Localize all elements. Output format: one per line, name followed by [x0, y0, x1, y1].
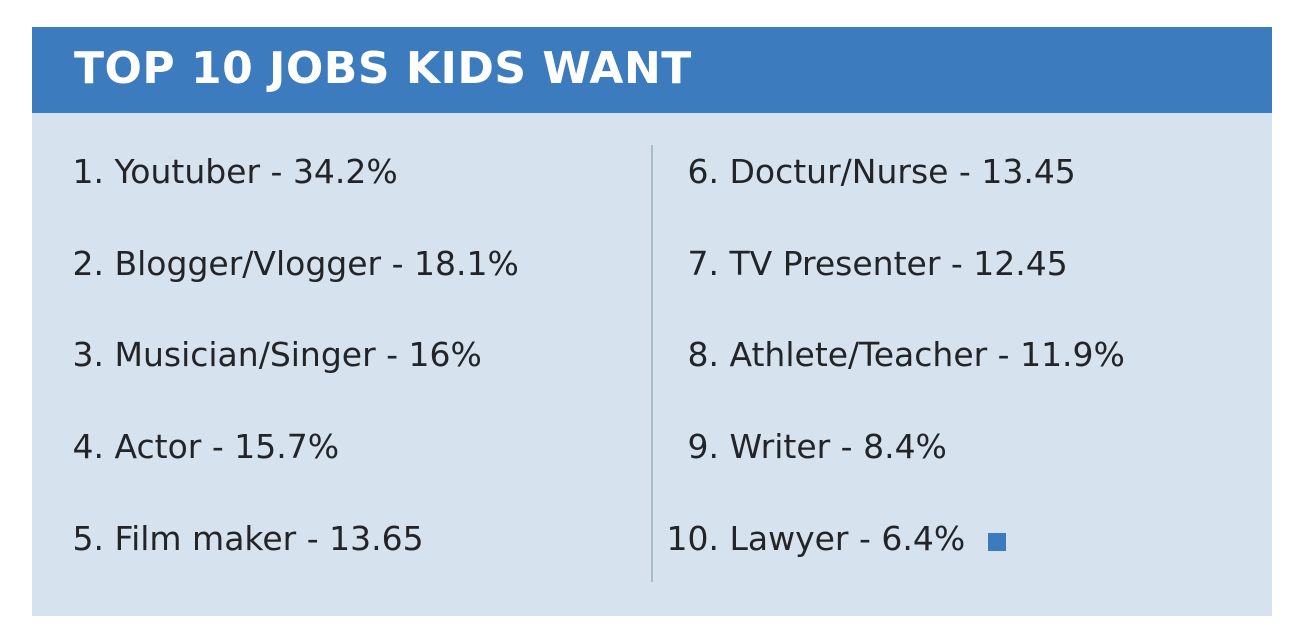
- list-item-7: 7. TV Presenter - 12.45: [635, 244, 1068, 284]
- rank-number: 8.: [687, 335, 720, 374]
- end-mark-square: [987, 533, 1006, 551]
- rank-number: 6.: [687, 152, 720, 191]
- list-item-5: 5. Film maker - 13.65: [32, 519, 424, 559]
- rank-number: 3.: [72, 335, 105, 374]
- job-label: Writer - 8.4%: [729, 427, 947, 466]
- job-label: Athlete/Teacher - 11.9%: [729, 335, 1125, 374]
- job-label: Youtuber - 34.2%: [114, 152, 398, 191]
- rank-number: 4.: [72, 427, 105, 466]
- list-item-6: 6. Doctur/Nurse - 13.45: [635, 152, 1076, 192]
- job-label: Film maker - 13.65: [114, 519, 424, 558]
- list-item-8: 8. Athlete/Teacher - 11.9%: [635, 335, 1125, 375]
- rank-number: 10.: [666, 519, 719, 558]
- list-item-1: 1. Youtuber - 34.2%: [32, 152, 398, 192]
- page-title: TOP 10 JOBS KIDS WANT: [74, 43, 692, 94]
- job-label: Musician/Singer - 16%: [114, 335, 482, 374]
- rank-number: 5.: [72, 519, 105, 558]
- list-item-4: 4. Actor - 15.7%: [32, 427, 340, 467]
- job-label: Lawyer - 6.4%: [729, 519, 966, 558]
- jobs-card: TOP 10 JOBS KIDS WANT 1. Youtuber - 34.2…: [32, 27, 1272, 616]
- list-item-9: 9. Writer - 8.4%: [635, 427, 947, 467]
- list-item-3: 3. Musician/Singer - 16%: [32, 335, 482, 375]
- job-label: Actor - 15.7%: [114, 427, 340, 466]
- job-label: TV Presenter - 12.45: [729, 244, 1068, 283]
- rank-number: 1.: [72, 152, 105, 191]
- rank-number: 2.: [72, 244, 105, 283]
- list-item-10: 10. Lawyer - 6.4%: [635, 519, 1006, 559]
- list-item-2: 2. Blogger/Vlogger - 18.1%: [32, 244, 519, 284]
- rank-number: 9.: [687, 427, 720, 466]
- job-label: Doctur/Nurse - 13.45: [729, 152, 1076, 191]
- job-label: Blogger/Vlogger - 18.1%: [114, 244, 519, 283]
- header-bar: TOP 10 JOBS KIDS WANT: [32, 27, 1272, 113]
- rank-number: 7.: [687, 244, 720, 283]
- column-divider: [651, 145, 653, 582]
